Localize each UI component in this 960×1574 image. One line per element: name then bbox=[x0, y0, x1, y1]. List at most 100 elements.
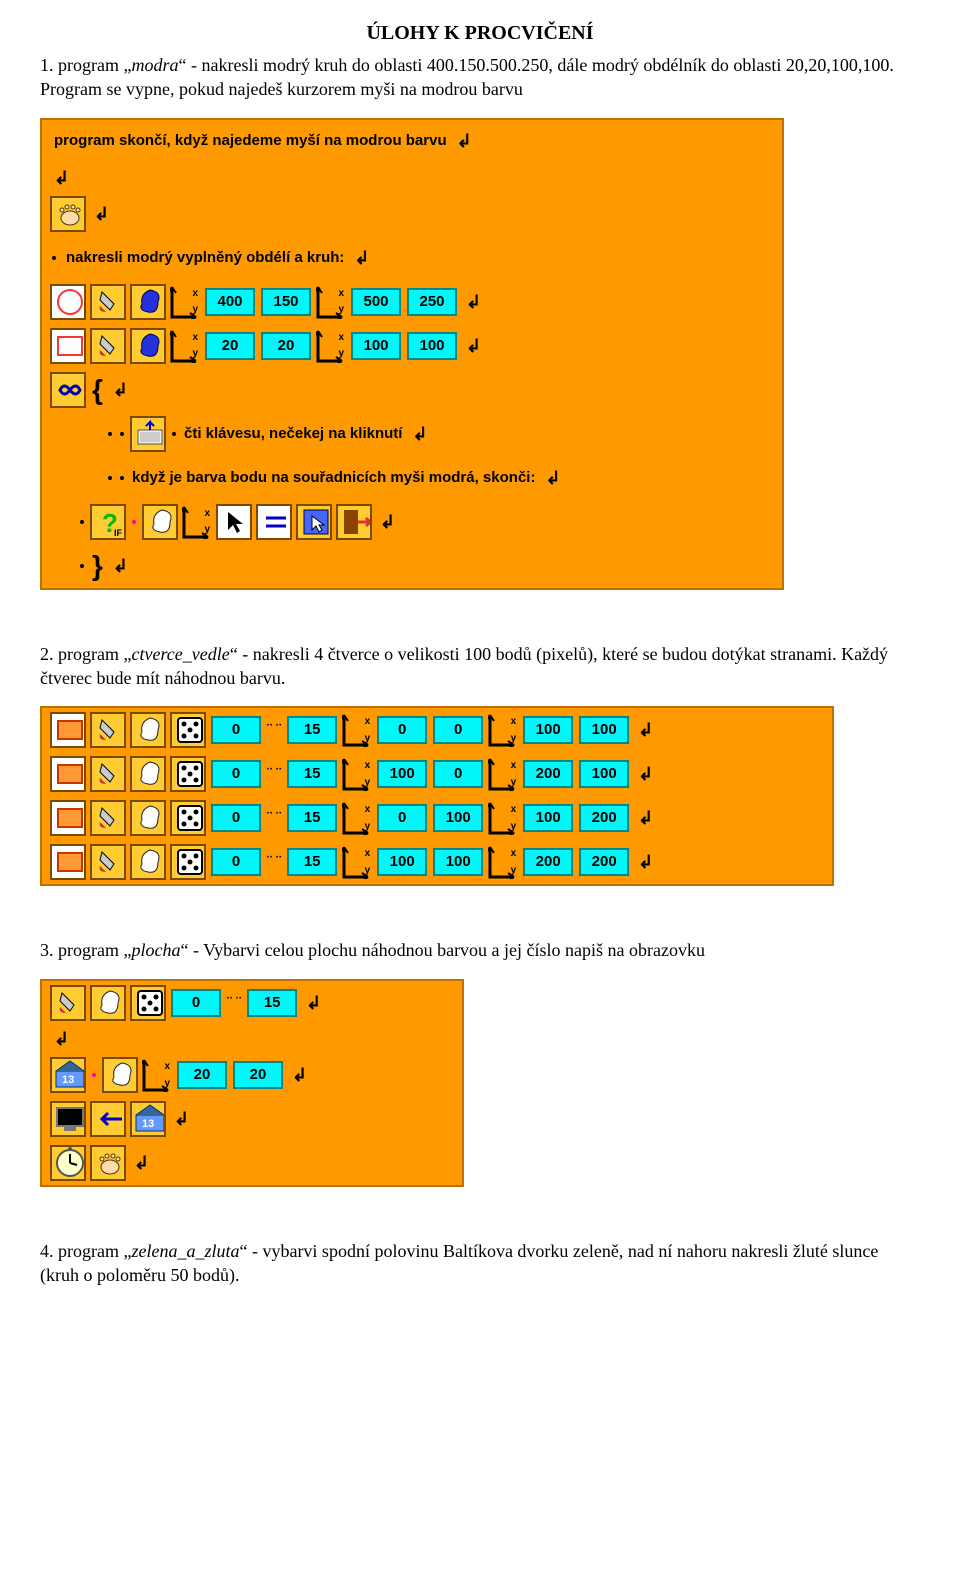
infinity-icon[interactable] bbox=[50, 372, 86, 408]
fill-white-icon[interactable] bbox=[130, 844, 166, 880]
coord-xy-icon: xy bbox=[316, 329, 346, 363]
foot-icon[interactable] bbox=[90, 1145, 126, 1181]
coord-xy-icon: xy bbox=[342, 845, 372, 879]
dot-icon bbox=[80, 520, 84, 524]
coord-xy-icon: xy bbox=[488, 757, 518, 791]
coord-xy-icon: xy bbox=[342, 713, 372, 747]
code-panel-1: program skončí, když najedeme myší na mo… bbox=[40, 118, 784, 590]
brace-open-icon: { bbox=[92, 371, 103, 409]
rect-fill-icon[interactable] bbox=[50, 800, 86, 836]
bucket-icon[interactable] bbox=[90, 284, 126, 320]
cursor-icon[interactable] bbox=[216, 504, 252, 540]
code-row: ↲ bbox=[42, 1097, 462, 1141]
fill-white-icon[interactable] bbox=[130, 756, 166, 792]
task-number: 1. bbox=[40, 55, 54, 75]
code-row: ↲ bbox=[42, 164, 782, 192]
enter-icon: ↲ bbox=[412, 422, 427, 446]
page-title: ÚLOHY K PROCVIČENÍ bbox=[40, 20, 920, 47]
circle-outline-icon[interactable] bbox=[50, 284, 86, 320]
value: 20 bbox=[177, 1061, 227, 1089]
value: 400 bbox=[205, 288, 255, 316]
fill-white-icon[interactable] bbox=[90, 985, 126, 1021]
code-row: xy 400 150 xy 500 250 ↲ bbox=[42, 280, 782, 324]
value: 0 bbox=[433, 760, 483, 788]
arrow-left-icon[interactable] bbox=[90, 1101, 126, 1137]
value: 0 bbox=[377, 716, 427, 744]
enter-icon: ↲ bbox=[545, 466, 560, 490]
value: 150 bbox=[261, 288, 311, 316]
comment: čti klávesu, nečekej na kliknutí bbox=[180, 424, 406, 444]
fill-white-icon[interactable] bbox=[102, 1057, 138, 1093]
value: 250 bbox=[407, 288, 457, 316]
enter-icon: ↲ bbox=[638, 762, 653, 786]
dice-icon[interactable] bbox=[170, 712, 206, 748]
fill-blue-icon[interactable] bbox=[130, 328, 166, 364]
value: 15 bbox=[287, 760, 337, 788]
dot-icon bbox=[80, 564, 84, 568]
code-row: } ↲ bbox=[42, 544, 782, 588]
enter-icon: ↲ bbox=[638, 850, 653, 874]
if-icon[interactable] bbox=[90, 504, 126, 540]
bucket-icon[interactable] bbox=[90, 756, 126, 792]
exit-icon[interactable] bbox=[336, 504, 372, 540]
coord-xy-icon: xy bbox=[342, 757, 372, 791]
foot-icon[interactable] bbox=[50, 196, 86, 232]
bucket-icon[interactable] bbox=[90, 712, 126, 748]
clock-icon[interactable] bbox=[50, 1145, 86, 1181]
dot-icon bbox=[172, 432, 176, 436]
code-row: 0¨ ¨15xy1000xy200100↲ bbox=[42, 752, 832, 796]
screen-icon[interactable] bbox=[50, 1101, 86, 1137]
task-number: 2. bbox=[40, 644, 54, 664]
dice-icon[interactable] bbox=[170, 844, 206, 880]
comment: když je barva bodu na souřadnicích myši … bbox=[128, 468, 539, 488]
range-dash: ¨ ¨ bbox=[267, 720, 281, 740]
task-3-text: 3. program „plocha“ - Vybarvi celou ploc… bbox=[40, 938, 920, 962]
fill-white-icon[interactable] bbox=[130, 800, 166, 836]
task-3: 3. program „plocha“ - Vybarvi celou ploc… bbox=[40, 938, 920, 1215]
value: 500 bbox=[351, 288, 401, 316]
comment: nakresli modrý vyplněný obdélí a kruh: bbox=[60, 248, 348, 268]
coord-xy-icon: xy bbox=[170, 329, 200, 363]
coord-xy-icon: xy bbox=[342, 801, 372, 835]
coord-xy-icon: xy bbox=[488, 713, 518, 747]
bucket-icon[interactable] bbox=[90, 328, 126, 364]
keypress-icon[interactable] bbox=[130, 416, 166, 452]
coord-xy-icon: xy bbox=[142, 1058, 172, 1092]
task-lead: program „ bbox=[58, 55, 131, 75]
enter-icon: ↲ bbox=[466, 290, 481, 314]
bucket-icon[interactable] bbox=[90, 844, 126, 880]
equals-icon[interactable] bbox=[256, 504, 292, 540]
value: 200 bbox=[579, 804, 629, 832]
var-13-icon[interactable] bbox=[50, 1057, 86, 1093]
enter-icon: ↲ bbox=[174, 1107, 189, 1131]
dice-icon[interactable] bbox=[170, 800, 206, 836]
dice-icon[interactable] bbox=[170, 756, 206, 792]
rect-fill-icon[interactable] bbox=[50, 712, 86, 748]
fill-white-icon[interactable] bbox=[130, 712, 166, 748]
task-program-name: modra bbox=[131, 55, 178, 75]
code-row: 0¨ ¨15xy100100xy200200↲ bbox=[42, 840, 832, 884]
value: 200 bbox=[579, 848, 629, 876]
dot-icon bbox=[92, 1073, 96, 1077]
dice-icon[interactable] bbox=[130, 985, 166, 1021]
value: 100 bbox=[407, 332, 457, 360]
enter-icon: ↲ bbox=[113, 378, 128, 402]
value: 100 bbox=[433, 848, 483, 876]
enter-icon: ↲ bbox=[457, 129, 472, 153]
value: 100 bbox=[351, 332, 401, 360]
fill-white-icon[interactable] bbox=[142, 504, 178, 540]
code-row: xy ↲ bbox=[42, 500, 782, 544]
value: 20 bbox=[205, 332, 255, 360]
dot-icon bbox=[132, 520, 136, 524]
value: 20 bbox=[233, 1061, 283, 1089]
rect-fill-icon[interactable] bbox=[50, 756, 86, 792]
var-13-icon[interactable] bbox=[130, 1101, 166, 1137]
dot-icon bbox=[108, 476, 112, 480]
bucket-icon[interactable] bbox=[50, 985, 86, 1021]
value: 0 bbox=[377, 804, 427, 832]
fill-blue-icon[interactable] bbox=[130, 284, 166, 320]
bucket-icon[interactable] bbox=[90, 800, 126, 836]
color-at-mouse-icon[interactable] bbox=[296, 504, 332, 540]
rect-fill-icon[interactable] bbox=[50, 844, 86, 880]
rect-outline-icon[interactable] bbox=[50, 328, 86, 364]
